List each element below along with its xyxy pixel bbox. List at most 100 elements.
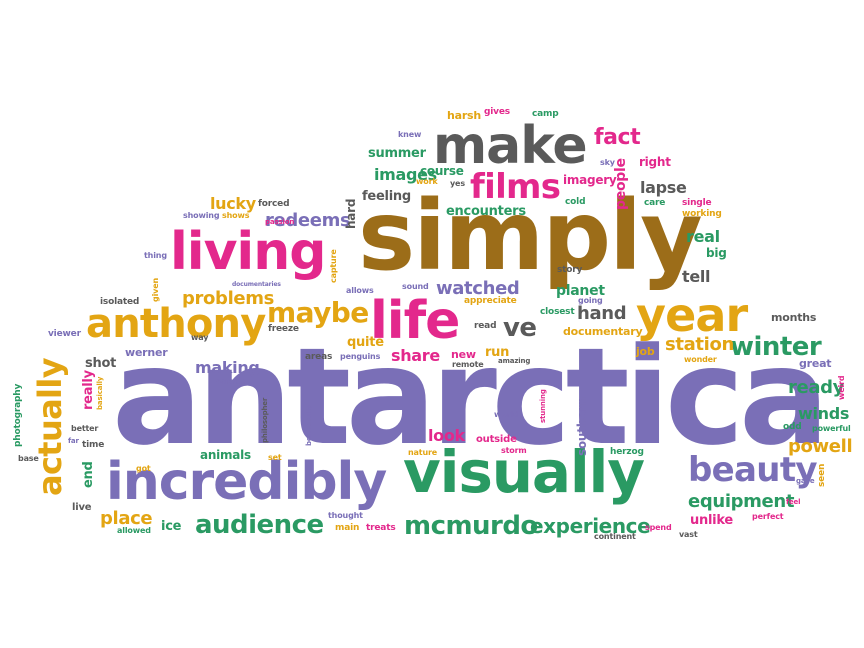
word-live: live xyxy=(72,502,92,513)
word-single: single xyxy=(682,198,712,208)
word-unlike: unlike xyxy=(690,513,733,528)
word-films: films xyxy=(470,167,561,207)
word-encounters: encounters xyxy=(446,204,526,219)
word-run: run xyxy=(485,345,510,360)
word-winter: winter xyxy=(730,332,822,362)
word-penguins: penguins xyxy=(340,352,381,361)
word-feeling: feeling xyxy=(362,189,411,204)
word-hand: hand xyxy=(577,303,627,324)
word-experience: experience xyxy=(530,514,651,538)
word-working: working xyxy=(682,209,722,219)
word-forced: forced xyxy=(258,199,290,209)
word-going: going xyxy=(578,296,603,305)
word-audience: audience xyxy=(195,510,324,540)
word-lapse: lapse xyxy=(640,178,687,197)
word-antarctica: antarctica xyxy=(112,319,829,475)
word-weird: weird xyxy=(837,375,846,400)
word-fact: fact xyxy=(594,125,641,150)
word-camp: camp xyxy=(532,109,559,119)
word-lucky: lucky xyxy=(210,194,256,213)
word-read: read xyxy=(474,321,497,331)
word-amazing: amazing xyxy=(498,357,531,365)
word-living: living xyxy=(170,222,326,282)
word-vast: vast xyxy=(679,530,698,539)
word-powell: powell xyxy=(788,436,853,457)
word-appreciate: appreciate xyxy=(464,296,517,306)
word-way: way xyxy=(191,333,209,342)
word-make: make xyxy=(433,116,588,176)
word-world: world xyxy=(494,410,519,419)
word-images: images xyxy=(374,165,437,184)
word-capture: capture xyxy=(329,249,338,283)
word-base: base xyxy=(18,454,39,463)
word-screen: screen xyxy=(216,377,246,386)
word-shows: shows xyxy=(222,211,250,220)
word-hard: hard xyxy=(344,198,358,229)
word-remote: remote xyxy=(452,360,484,369)
word-documentaries: documentaries xyxy=(232,281,281,288)
word-anthony: anthony xyxy=(86,301,266,347)
word-making: making xyxy=(195,358,260,377)
word-allowed: allowed xyxy=(117,526,151,535)
word-sky: sky xyxy=(600,158,615,167)
word-big: big xyxy=(706,246,727,260)
word-winds: winds xyxy=(798,404,850,423)
word-planet: planet xyxy=(556,283,605,299)
word-basically: basically xyxy=(96,376,104,410)
word-work: work xyxy=(416,177,438,186)
word-feel: feel xyxy=(786,498,801,506)
word-thought: thought xyxy=(328,511,363,520)
word-beautifully: beautifully xyxy=(305,404,313,446)
word-quite: quite xyxy=(347,335,384,350)
word-mcmurdo: mcmurdo xyxy=(404,511,538,541)
word-new: new xyxy=(451,348,476,361)
word-odd: odd xyxy=(783,422,802,432)
word-isolated: isolated xyxy=(100,297,140,307)
word-place: place xyxy=(100,508,153,529)
word-really: really xyxy=(81,370,96,410)
word-job: job xyxy=(636,345,655,358)
word-closest: closest xyxy=(540,307,575,317)
word-philosopher: philosopher xyxy=(261,397,269,443)
word-areas: areas xyxy=(305,352,333,362)
word-ice: ice xyxy=(161,519,182,534)
word-actually: actually xyxy=(31,358,69,496)
word-set: set xyxy=(268,453,282,462)
word-perfect: perfect xyxy=(752,512,784,521)
word-gives: gives xyxy=(484,107,510,117)
word-shot: shot xyxy=(85,356,117,371)
word-powerful: powerful xyxy=(812,424,851,433)
word-sound: sound xyxy=(402,282,429,291)
word-time: time xyxy=(82,440,105,450)
word-share: share xyxy=(391,346,440,365)
word-knew: knew xyxy=(398,130,422,139)
word-herzog: herzog xyxy=(610,447,644,457)
word-life: life xyxy=(370,291,460,351)
word-cold: cold xyxy=(565,197,586,207)
word-look: look xyxy=(428,426,465,445)
word-southern: southern xyxy=(575,397,589,456)
word-got: got xyxy=(136,464,151,473)
word-real: real xyxy=(686,227,720,246)
word-months: months xyxy=(771,311,817,324)
word-harsh: harsh xyxy=(447,109,481,122)
word-tell: tell xyxy=(682,267,711,286)
word-gave: gave xyxy=(796,477,815,485)
word-end: end xyxy=(81,461,96,488)
word-redeems: redeems xyxy=(265,210,351,231)
word-year: year xyxy=(636,288,748,342)
word-main: main xyxy=(335,523,360,533)
word-storm: storm xyxy=(501,446,527,455)
word-given: given xyxy=(151,277,160,302)
word-beauty: beauty xyxy=(688,450,818,490)
word-spend: spend xyxy=(645,523,672,532)
word-story: story xyxy=(557,265,583,275)
word-better: better xyxy=(71,424,99,433)
word-outside: outside xyxy=(476,434,517,445)
word-problems: problems xyxy=(182,288,274,309)
word-equipment: equipment xyxy=(688,491,795,512)
word-continent: continent xyxy=(594,532,636,541)
word-freeze: freeze xyxy=(268,324,299,334)
word-visually: visually xyxy=(403,438,645,506)
